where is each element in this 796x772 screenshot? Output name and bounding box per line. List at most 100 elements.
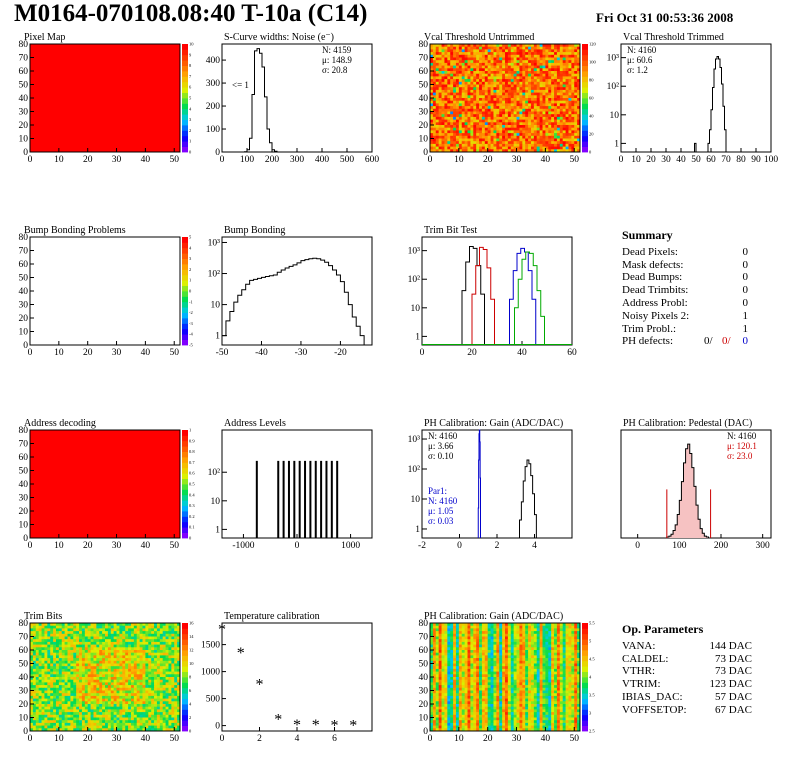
heatmap-cell <box>571 119 575 123</box>
heatmap-cell <box>556 103 561 107</box>
scatter-point: * <box>331 718 339 735</box>
heatmap-cell <box>470 68 474 72</box>
heatmap-cell <box>145 682 149 686</box>
heatmap-cell <box>430 84 434 88</box>
heatmap-cell <box>461 108 466 112</box>
heatmap-cell <box>554 636 558 640</box>
heatmap-cell <box>70 647 74 651</box>
heatmap-cell <box>119 660 123 664</box>
heatmap-cell <box>165 671 169 675</box>
heatmap-cell <box>519 119 523 123</box>
heatmap-cell <box>562 87 566 91</box>
heatmap-cell <box>30 623 34 627</box>
heatmap-cell <box>464 65 468 69</box>
heatmap-cell <box>96 623 100 627</box>
heatmap-cell <box>481 119 486 123</box>
heatmap-cell <box>70 631 74 635</box>
x-tick-label: 60 <box>567 348 577 358</box>
heatmap-cell <box>522 146 526 150</box>
heatmap-cell <box>533 130 538 134</box>
heatmap-cell <box>470 146 474 150</box>
heatmap-cell <box>136 668 141 672</box>
heatmap-cell <box>81 674 86 678</box>
heatmap-cell <box>32 668 37 672</box>
heatmap-cell <box>133 717 138 721</box>
heatmap-cell <box>533 103 538 107</box>
heatmap-cell <box>122 655 126 659</box>
heatmap-cell <box>568 146 572 150</box>
heatmap-cell <box>554 87 558 91</box>
heatmap-cell <box>490 108 494 112</box>
heatmap-cell <box>53 636 57 640</box>
heatmap-cell <box>467 49 471 53</box>
heatmap-cell <box>30 666 34 670</box>
heatmap-cell <box>67 660 71 664</box>
heatmap-cell <box>102 631 106 635</box>
heatmap-cell <box>174 660 178 664</box>
heatmap-cell <box>499 92 503 96</box>
heatmap-cell <box>455 108 460 112</box>
heatmap-cell <box>551 92 555 96</box>
panel-vcalun: Vcal Threshold Untrimmed0204060801001200… <box>419 32 597 165</box>
heatmap-cell <box>473 111 477 115</box>
heatmap-cell <box>548 57 552 61</box>
heatmap-cell <box>507 87 512 91</box>
color-scale-segment <box>582 108 588 115</box>
heatmap-cell <box>44 695 48 699</box>
heatmap-cell <box>159 625 164 629</box>
heatmap-cell <box>522 73 526 77</box>
heatmap-cell <box>148 698 152 702</box>
heatmap-cell <box>87 714 91 718</box>
heatmap-cell <box>168 658 172 662</box>
heatmap-cell <box>41 631 45 635</box>
heatmap-cell <box>502 130 506 134</box>
heatmap-cell <box>81 701 86 705</box>
heatmap-cell <box>554 631 558 635</box>
heatmap-cell <box>53 660 57 664</box>
stats-text: N: 4160 <box>428 431 458 441</box>
heatmap-cell <box>470 119 474 123</box>
heatmap-cell <box>90 636 94 640</box>
heatmap-cell <box>522 623 526 627</box>
stats-text: N: 4160 <box>627 45 657 55</box>
heatmap-cell <box>84 690 89 694</box>
heatmap-cell <box>536 44 541 48</box>
heatmap-cell <box>139 628 143 632</box>
heatmap-cell <box>122 693 126 697</box>
heatmap-cell <box>113 687 117 691</box>
heatmap-cell <box>110 698 115 702</box>
color-scale-segment <box>182 446 188 452</box>
heatmap-cell <box>177 644 181 648</box>
heatmap-cell <box>568 108 572 112</box>
heatmap-cell <box>177 660 181 664</box>
heatmap-cell <box>496 146 500 150</box>
heatmap-cell <box>133 625 138 629</box>
heatmap-cell <box>562 633 566 637</box>
heatmap-cell <box>107 636 112 640</box>
heatmap-cell <box>55 658 60 662</box>
heatmap-cell <box>502 133 506 137</box>
x-tick-label: 20 <box>483 155 493 165</box>
heatmap-cell <box>519 628 523 632</box>
histogram-series <box>477 429 481 538</box>
heatmap-cell <box>58 704 63 708</box>
heatmap-cell <box>461 138 466 142</box>
heatmap-cell <box>73 650 77 654</box>
heatmap-cell <box>528 44 532 48</box>
heatmap-cell <box>513 108 517 112</box>
heatmap-cell <box>574 92 578 96</box>
heatmap-cell <box>105 650 109 654</box>
heatmap-cell <box>574 98 578 102</box>
heatmap-cell <box>84 663 89 667</box>
heatmap-cell <box>470 633 474 637</box>
heatmap-cell <box>130 714 135 718</box>
heatmap-cell <box>435 125 440 129</box>
heatmap-cell <box>577 122 581 126</box>
heatmap-cell <box>505 76 509 80</box>
heatmap-cell <box>447 68 451 72</box>
heatmap-cell <box>458 108 463 112</box>
heatmap-cell <box>93 679 97 683</box>
heatmap-cell <box>44 709 48 713</box>
heatmap-cell <box>156 655 161 659</box>
heatmap-cell <box>568 135 572 139</box>
